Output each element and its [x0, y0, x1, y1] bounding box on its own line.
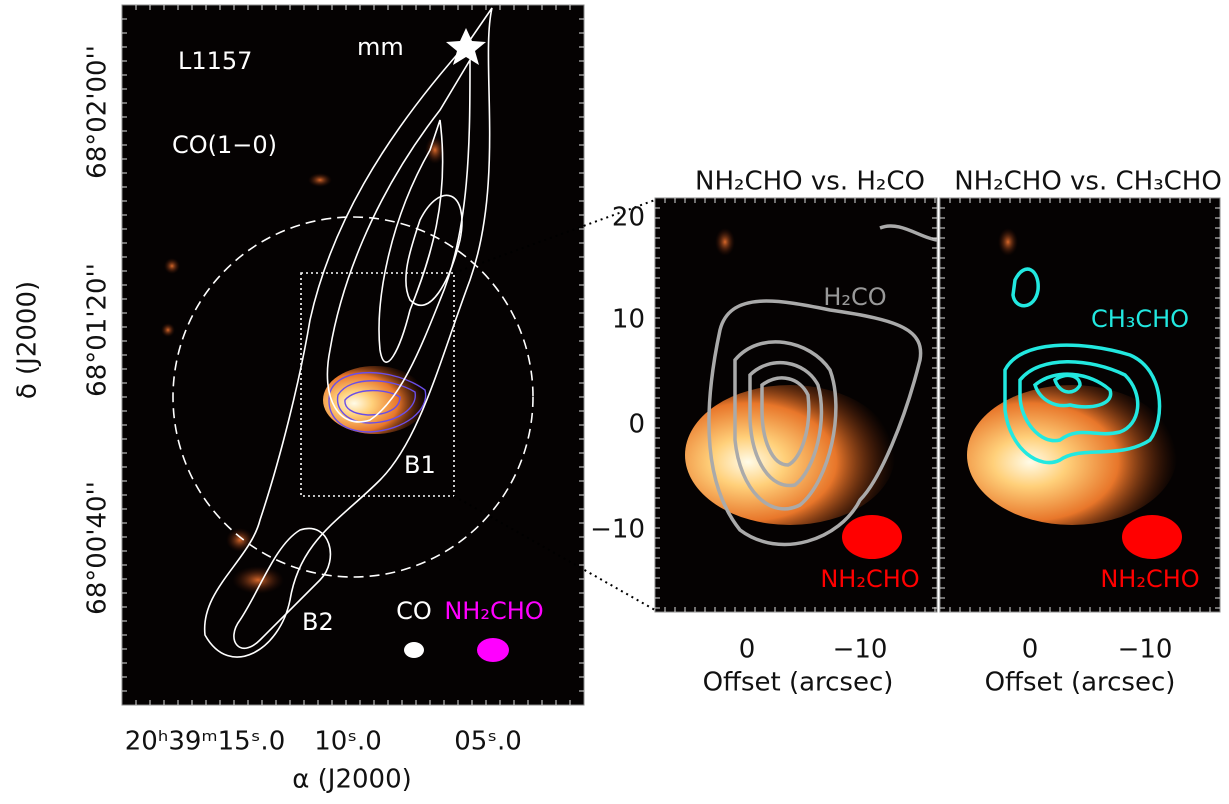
blob	[161, 323, 175, 337]
y-axis-title: δ (J2000)	[13, 281, 43, 399]
blob	[425, 136, 445, 164]
y-tick-label: 20	[612, 203, 645, 233]
primary-beam	[172, 216, 534, 578]
blob	[226, 528, 254, 552]
emission-b1	[323, 366, 427, 434]
star-marker	[446, 28, 486, 65]
y-tick-label: 68°01'20''	[83, 263, 113, 397]
x-tick-label: −10	[1118, 635, 1173, 665]
overlay-label: CH₃CHO	[1091, 305, 1189, 333]
y-tick-label: 68°00'40''	[83, 481, 113, 615]
panel-title: NH₂CHO vs. CH₃CHO	[954, 167, 1222, 197]
tracer-label: CO(1−0)	[172, 131, 277, 159]
overview-panel: L1157 CO(1−0) mm B1 B2 CO NH₂CHO 20ʰ39ᵐ1…	[13, 4, 585, 795]
x-tick-label: 05ˢ.0	[454, 727, 522, 757]
x-axis-title: α (J2000)	[292, 765, 412, 795]
blob	[998, 228, 1018, 256]
tick-marks	[122, 5, 1220, 705]
map-frame	[121, 4, 585, 706]
ch3cho-contours	[1003, 267, 1162, 465]
emission	[685, 385, 895, 525]
zoom-panel: CH₃CHO NH₂CHO NH₂CHO vs. CH₃CHO 0 −10 Of…	[939, 167, 1222, 698]
y-tick-label: 68°02'00''	[83, 45, 113, 179]
x-axis-title: Offset (arcsec)	[703, 668, 894, 698]
nh2cho-contours	[328, 371, 427, 433]
beam-label: NH₂CHO	[820, 565, 919, 593]
b1-label: B1	[404, 451, 436, 479]
x-tick-label: 20ʰ39ᵐ15ˢ.0	[125, 727, 285, 757]
co-contours	[203, 7, 493, 658]
panel-title: NH₂CHO vs. H₂CO	[695, 167, 925, 197]
y-tick-label: 10	[612, 305, 645, 335]
beam-label: NH₂CHO	[1100, 565, 1199, 593]
star-label: mm	[357, 33, 404, 61]
x-tick-label: 0	[1022, 635, 1039, 665]
x-tick-label: −10	[833, 635, 888, 665]
x-tick-label: 10ˢ.0	[314, 727, 382, 757]
connector	[453, 495, 656, 611]
blob	[308, 173, 332, 187]
beam-co-label: CO	[396, 597, 432, 625]
h2co-contours	[707, 224, 938, 547]
blob	[715, 228, 735, 256]
x-tick-label: 0	[739, 635, 756, 665]
beam	[1122, 515, 1182, 559]
y-tick-label: −10	[590, 515, 645, 545]
y-tick-label: 0	[628, 410, 645, 440]
beam	[842, 515, 902, 559]
zoom-box	[300, 272, 455, 497]
beam-co	[404, 642, 424, 658]
zoom-panel: H₂CO NH₂CHO NH₂CHO vs. H₂CO 0 −10 Offset…	[590, 167, 938, 698]
source-label: L1157	[178, 47, 252, 75]
blob	[164, 258, 180, 274]
beam-nh2cho-label: NH₂CHO	[444, 597, 543, 625]
x-axis-title: Offset (arcsec)	[985, 668, 1176, 698]
blob	[232, 566, 284, 594]
beam-nh2cho	[477, 638, 509, 662]
b2-label: B2	[302, 608, 334, 636]
overlay-label: H₂CO	[823, 283, 886, 311]
